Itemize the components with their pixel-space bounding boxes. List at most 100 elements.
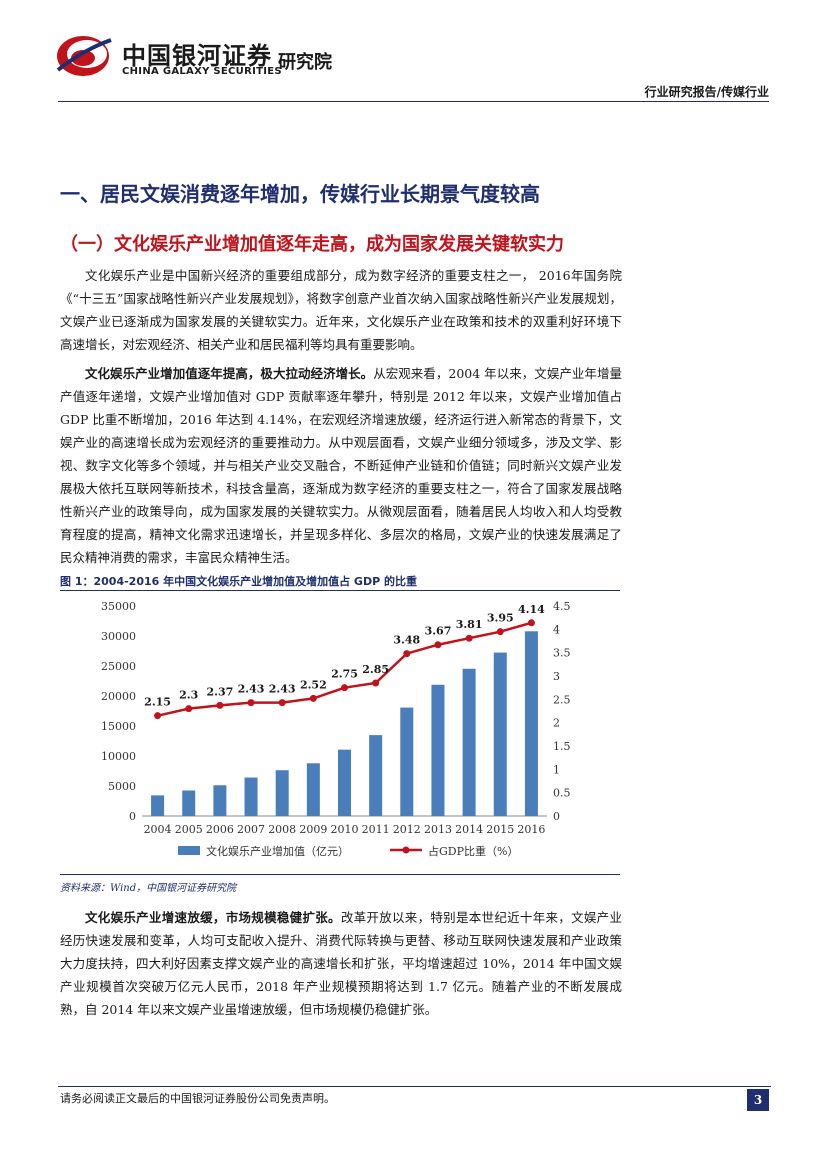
figure-bottom-rule bbox=[60, 874, 620, 875]
line-point bbox=[527, 619, 535, 627]
y-right-tick-label: 0.5 bbox=[553, 787, 571, 800]
footer-rule bbox=[58, 1086, 771, 1087]
y-left-tick-label: 30000 bbox=[101, 630, 136, 643]
line-point bbox=[278, 699, 286, 707]
x-tick-label: 2009 bbox=[299, 823, 327, 836]
x-tick-label: 2006 bbox=[206, 823, 234, 836]
data-label: 3.48 bbox=[393, 634, 420, 647]
section-heading: 一、居民文娱消费逐年增加，传媒行业长期景气度较高 bbox=[60, 182, 540, 206]
x-tick-label: 2011 bbox=[362, 823, 390, 836]
data-label: 2.43 bbox=[238, 683, 265, 696]
line-point bbox=[403, 650, 411, 658]
data-label: 2.52 bbox=[300, 678, 327, 691]
line-point bbox=[341, 684, 348, 692]
bar bbox=[493, 652, 507, 816]
data-label: 2.43 bbox=[269, 683, 296, 696]
paragraph-scale-text: 改革开放以来，特别是本世纪近十年来，文娱产业经历快速发展和变革，人均可支配收入提… bbox=[60, 910, 622, 1017]
header: 中国银河证券 CHINA GALAXY SECURITIES 研究院 行业研究报… bbox=[0, 0, 827, 105]
paragraph-scale-lead: 文化娱乐产业增速放缓，市场规模稳健扩张。 bbox=[85, 910, 341, 925]
paragraph-growth: 文化娱乐产业增加值逐年提高，极大拉动经济增长。从宏观来看，2004 年以来，文娱… bbox=[60, 362, 622, 569]
x-tick-label: 2010 bbox=[331, 823, 359, 836]
x-tick-label: 2016 bbox=[517, 823, 545, 836]
bar bbox=[524, 631, 538, 816]
y-right-tick-label: 1.5 bbox=[553, 740, 571, 753]
y-right-tick-label: 4 bbox=[553, 623, 560, 636]
paragraph-growth-lead: 文化娱乐产业增加值逐年提高，极大拉动经济增长。 bbox=[85, 366, 374, 381]
bar bbox=[338, 749, 351, 816]
data-label: 3.81 bbox=[456, 618, 483, 631]
x-tick-label: 2012 bbox=[393, 823, 421, 836]
y-right-tick-label: 3 bbox=[553, 670, 560, 683]
paragraph-growth-text: 从宏观来看，2004 年以来，文娱产业年增量产值逐年递增，文娱产业增加值对 GD… bbox=[60, 366, 622, 565]
data-label: 2.15 bbox=[144, 696, 171, 709]
body-text-top: 文化娱乐产业是中国新兴经济的重要组成部分，成为数字经济的重要支柱之一， 2016… bbox=[60, 264, 622, 569]
footer-disclaimer: 请务必阅读正文最后的中国银河证券股份公司免责声明。 bbox=[60, 1092, 335, 1105]
header-rule bbox=[58, 101, 769, 102]
data-label: 2.3 bbox=[179, 689, 198, 702]
data-label: 3.67 bbox=[425, 625, 452, 638]
line-point bbox=[372, 679, 380, 687]
legend-label-bar: 文化娱乐产业增加值（亿元） bbox=[206, 844, 349, 858]
x-tick-label: 2007 bbox=[237, 823, 265, 836]
subsection-heading: （一）文化娱乐产业增加值逐年走高，成为国家发展关键软实力 bbox=[60, 234, 564, 255]
bar bbox=[306, 763, 320, 816]
figure-top-rule bbox=[60, 590, 620, 591]
data-label: 4.14 bbox=[518, 603, 545, 616]
paragraph-intro: 文化娱乐产业是中国新兴经济的重要组成部分，成为数字经济的重要支柱之一， 2016… bbox=[60, 268, 622, 352]
y-right-tick-label: 2 bbox=[553, 717, 560, 730]
y-left-tick-label: 35000 bbox=[101, 600, 136, 613]
chart: 0 5000 10000 15000 20000 25000 30000 35000 0 0.5 1… bbox=[101, 600, 571, 858]
x-tick-label: 2004 bbox=[144, 823, 172, 836]
x-tick-label: 2014 bbox=[455, 823, 483, 836]
y-right-tick-label: 2.5 bbox=[553, 693, 571, 706]
legend-marker-line bbox=[402, 846, 410, 854]
legend-swatch-bar bbox=[178, 846, 200, 855]
y-left-tick-label: 20000 bbox=[101, 690, 136, 703]
logo-english-name: CHINA GALAXY SECURITIES bbox=[122, 66, 282, 77]
x-tick-label: 2008 bbox=[268, 823, 296, 836]
figure-title: 图 1：2004-2016 年中国文化娱乐产业增加值及增加值占 GDP 的比重 bbox=[60, 575, 417, 588]
y-right-tick-label: 1 bbox=[553, 763, 560, 776]
logo-institute: 研究院 bbox=[278, 52, 332, 73]
figure-source: 资料来源：Wind，中国银河证券研究院 bbox=[60, 883, 237, 894]
galaxy-logo-icon bbox=[56, 36, 112, 76]
bar bbox=[182, 790, 196, 816]
paragraph-scale: 文化娱乐产业增速放缓，市场规模稳健扩张。改革开放以来，特别是本世纪近十年来，文娱… bbox=[60, 906, 622, 1021]
line-point bbox=[216, 701, 224, 709]
bar bbox=[400, 707, 414, 816]
line-point bbox=[247, 699, 255, 707]
y-left-tick-label: 10000 bbox=[101, 750, 136, 763]
y-left-tick-label: 5000 bbox=[108, 780, 136, 793]
y-right-tick-label: 4.5 bbox=[553, 600, 571, 613]
line-point bbox=[496, 628, 504, 636]
data-label: 2.85 bbox=[362, 663, 389, 676]
line-point bbox=[154, 712, 162, 720]
body-text-bottom: 文化娱乐产业增速放缓，市场规模稳健扩张。改革开放以来，特别是本世纪近十年来，文娱… bbox=[60, 906, 622, 1021]
bar bbox=[369, 735, 383, 816]
bar bbox=[462, 668, 476, 816]
logo-chinese-name: 中国银河证券 bbox=[122, 42, 272, 70]
y-left-tick-label: 15000 bbox=[101, 720, 136, 733]
x-tick-label: 2015 bbox=[486, 823, 514, 836]
legend-label-line: 占GDP比重（%） bbox=[428, 844, 518, 858]
y-left-tick-label: 25000 bbox=[101, 660, 136, 673]
y-right-tick-label: 3.5 bbox=[553, 647, 571, 660]
report-category: 行业研究报告/传媒行业 bbox=[644, 85, 769, 99]
x-tick-label: 2013 bbox=[424, 823, 452, 836]
line-point bbox=[465, 634, 473, 642]
data-label: 2.37 bbox=[206, 685, 233, 698]
line-point bbox=[185, 705, 193, 713]
data-label: 3.95 bbox=[487, 612, 514, 625]
bar bbox=[244, 777, 258, 816]
line-point bbox=[309, 694, 317, 702]
y-right-tick-label: 0 bbox=[553, 810, 560, 823]
bar bbox=[431, 684, 445, 816]
data-label: 2.75 bbox=[331, 668, 358, 681]
line-point bbox=[434, 641, 442, 649]
y-left-tick-label: 0 bbox=[129, 810, 136, 823]
page-number: 3 bbox=[747, 1089, 769, 1111]
bar bbox=[151, 795, 165, 816]
bar bbox=[275, 770, 289, 816]
bar bbox=[213, 785, 227, 816]
x-tick-label: 2005 bbox=[175, 823, 203, 836]
